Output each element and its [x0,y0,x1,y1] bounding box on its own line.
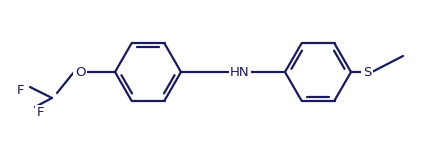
Text: F: F [36,106,44,120]
Text: HN: HN [230,66,250,78]
Text: S: S [363,66,371,78]
Text: O: O [75,66,85,78]
Text: F: F [17,84,25,96]
